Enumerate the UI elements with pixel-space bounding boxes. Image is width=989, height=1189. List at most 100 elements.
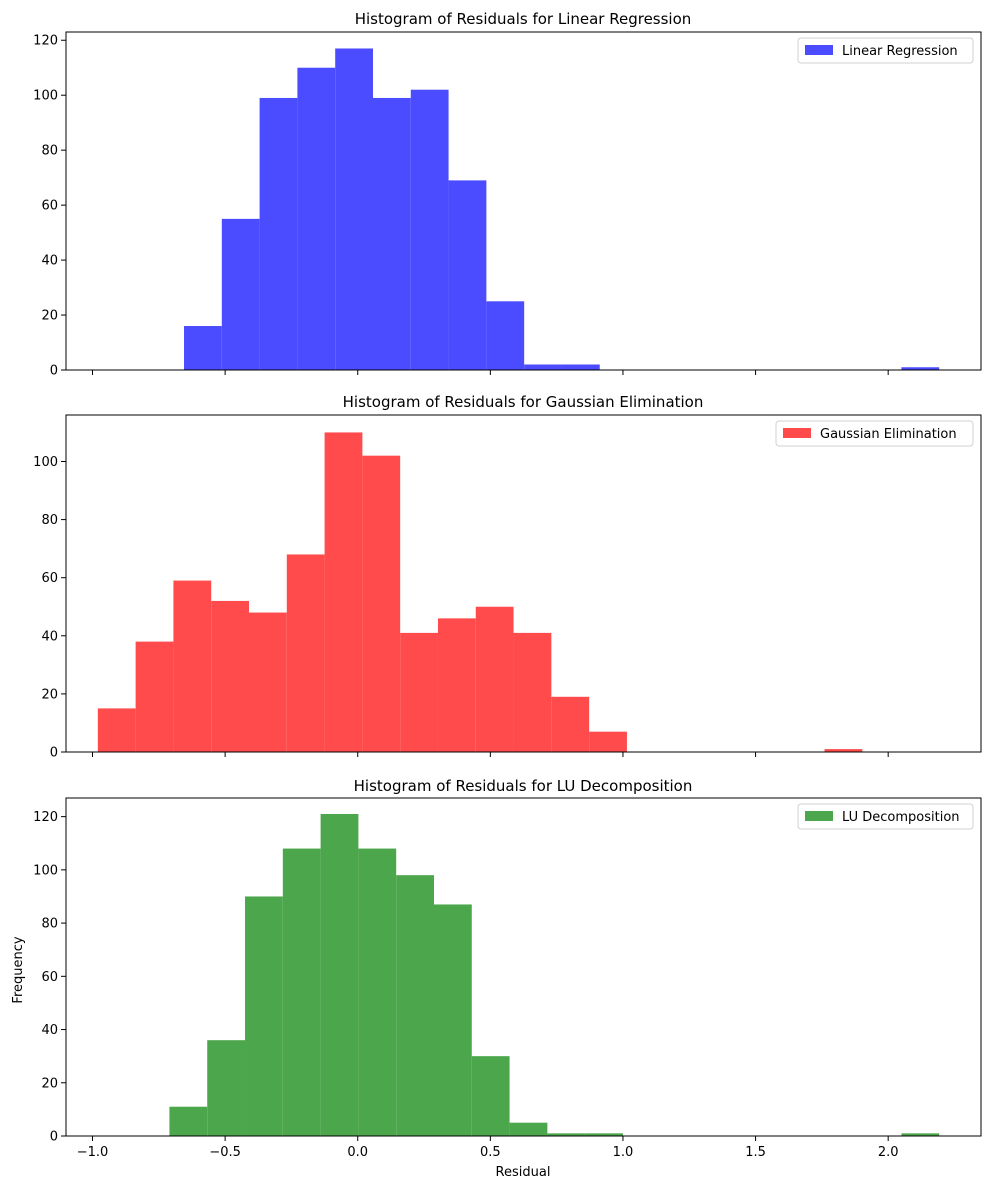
x-axis-ticks: −1.0 −0.5 0.0 0.5 1.0 1.5 2.0 bbox=[77, 1136, 899, 1160]
x-axis-ticks bbox=[92, 370, 889, 375]
legend-swatch bbox=[783, 428, 811, 438]
histogram-bar bbox=[211, 600, 249, 752]
histogram-bar bbox=[169, 1106, 208, 1136]
y-tick-label: 120 bbox=[33, 810, 58, 825]
histogram-bars bbox=[97, 432, 863, 752]
y-tick-label: 100 bbox=[33, 863, 58, 878]
histogram-bar bbox=[372, 97, 411, 370]
legend: Linear Regression bbox=[797, 37, 974, 64]
y-axis-ticks: 0 20 40 60 80 100 bbox=[33, 455, 66, 761]
y-tick-label: 40 bbox=[41, 254, 58, 269]
y-tick-label: 80 bbox=[41, 144, 58, 159]
histogram-bar bbox=[362, 455, 401, 752]
histogram-bar bbox=[475, 606, 514, 752]
y-tick-label: 100 bbox=[33, 89, 58, 104]
histogram-bar bbox=[824, 749, 863, 752]
y-tick-label: 40 bbox=[41, 1023, 58, 1038]
plot-frame bbox=[65, 797, 982, 1137]
x-tick-label: 0.0 bbox=[347, 1145, 368, 1160]
histogram-bar bbox=[901, 1133, 940, 1136]
histogram-bar bbox=[135, 641, 174, 752]
histogram-bar bbox=[207, 1040, 246, 1136]
legend-label: LU Decomposition bbox=[842, 810, 960, 825]
histogram-bar bbox=[286, 554, 325, 752]
histogram-bar bbox=[358, 848, 397, 1136]
x-tick-label: 0.5 bbox=[480, 1145, 501, 1160]
y-tick-label: 0 bbox=[50, 364, 58, 379]
panel-lu-decomposition: Histogram of Residuals for LU Decomposit… bbox=[11, 777, 982, 1180]
y-axis-ticks: 0 20 40 60 80 100 120 bbox=[33, 810, 66, 1145]
x-tick-label: 1.0 bbox=[613, 1145, 634, 1160]
x-axis-label: Residual bbox=[496, 1165, 551, 1180]
y-tick-label: 80 bbox=[41, 513, 58, 528]
y-tick-label: 100 bbox=[33, 455, 58, 470]
histogram-bar bbox=[282, 848, 321, 1136]
legend: LU Decomposition bbox=[797, 803, 974, 830]
y-tick-label: 120 bbox=[33, 34, 58, 49]
x-tick-label: −1.0 bbox=[77, 1145, 109, 1160]
histogram-bar bbox=[433, 904, 472, 1136]
histogram-bars bbox=[169, 813, 940, 1136]
histogram-bar bbox=[297, 67, 336, 370]
y-tick-label: 0 bbox=[50, 1130, 58, 1145]
chart-title: Histogram of Residuals for LU Decomposit… bbox=[354, 777, 693, 795]
x-tick-label: −0.5 bbox=[209, 1145, 241, 1160]
histogram-bar bbox=[547, 1133, 586, 1136]
histogram-bar bbox=[184, 326, 222, 370]
x-axis-ticks bbox=[92, 752, 889, 757]
histogram-bars bbox=[184, 48, 940, 371]
plot-frame bbox=[65, 414, 982, 753]
y-tick-label: 40 bbox=[41, 629, 58, 644]
histogram-bar bbox=[320, 813, 359, 1136]
legend-swatch bbox=[805, 45, 833, 55]
panel-linear-regression: Histogram of Residuals for Linear Regres… bbox=[33, 10, 982, 379]
legend-box bbox=[797, 37, 974, 64]
y-tick-label: 80 bbox=[41, 917, 58, 932]
x-tick-label: 2.0 bbox=[878, 1145, 899, 1160]
histogram-bar bbox=[259, 97, 298, 370]
histogram-bar bbox=[524, 364, 562, 370]
legend: Gaussian Elimination bbox=[775, 420, 974, 447]
histogram-bar bbox=[437, 618, 476, 752]
y-tick-label: 60 bbox=[41, 199, 58, 214]
histogram-bar bbox=[335, 48, 373, 371]
histogram-bar bbox=[400, 632, 438, 752]
histogram-bar bbox=[551, 696, 590, 752]
histogram-bar bbox=[589, 731, 627, 752]
y-tick-label: 60 bbox=[41, 571, 58, 586]
histogram-bar bbox=[173, 580, 212, 752]
legend-swatch bbox=[805, 811, 833, 821]
y-axis-label: Frequency bbox=[11, 936, 26, 1003]
legend-label: Linear Regression bbox=[842, 44, 958, 59]
histogram-bar bbox=[245, 896, 283, 1136]
histogram-bar bbox=[448, 180, 487, 370]
histogram-bar bbox=[471, 1056, 510, 1136]
y-tick-label: 60 bbox=[41, 970, 58, 985]
legend-label: Gaussian Elimination bbox=[820, 427, 957, 442]
histogram-bar bbox=[97, 708, 136, 752]
histogram-bar bbox=[585, 1133, 623, 1136]
plot-frame bbox=[65, 31, 982, 371]
histogram-bar bbox=[561, 364, 600, 370]
histogram-bar bbox=[396, 875, 434, 1136]
legend-box bbox=[775, 420, 974, 447]
chart-title: Histogram of Residuals for Linear Regres… bbox=[355, 10, 692, 28]
histogram-bar bbox=[513, 632, 552, 752]
histogram-bar bbox=[486, 301, 525, 370]
y-tick-label: 20 bbox=[41, 1076, 58, 1091]
y-axis-ticks: 0 20 40 60 80 100 120 bbox=[33, 34, 66, 379]
histogram-bar bbox=[249, 612, 287, 752]
chart-title: Histogram of Residuals for Gaussian Elim… bbox=[343, 393, 704, 411]
y-tick-label: 20 bbox=[41, 309, 58, 324]
histogram-bar bbox=[221, 218, 260, 370]
x-tick-label: 1.5 bbox=[745, 1145, 766, 1160]
histogram-bar bbox=[901, 367, 940, 370]
y-tick-label: 0 bbox=[50, 746, 58, 761]
histogram-bar bbox=[509, 1122, 548, 1136]
panel-gaussian-elimination: Histogram of Residuals for Gaussian Elim… bbox=[33, 393, 982, 761]
legend-box bbox=[797, 803, 974, 830]
histogram-bar bbox=[410, 89, 449, 371]
histogram-bar bbox=[324, 432, 363, 752]
y-tick-label: 20 bbox=[41, 687, 58, 702]
